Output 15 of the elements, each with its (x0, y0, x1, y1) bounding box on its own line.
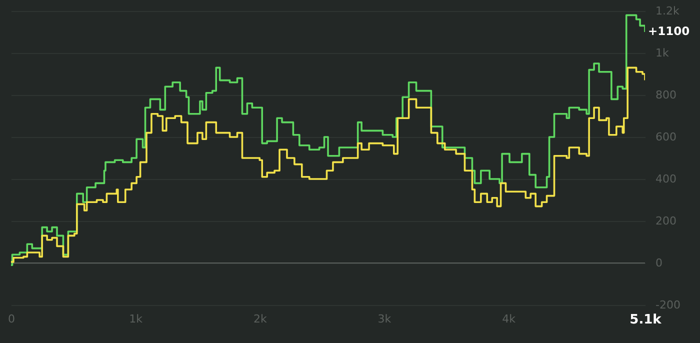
x-tick-label: 0 (8, 312, 15, 326)
y-tick-label: 600 (656, 130, 676, 144)
y-tick-label: 1.2k (656, 4, 680, 18)
x-tick-label: 5.1k (630, 312, 662, 328)
y-tick-label: 1k (656, 46, 670, 60)
y-tick-label: 400 (656, 172, 676, 186)
y-tick-label: 800 (656, 88, 676, 102)
y-tick-label: 0 (656, 256, 662, 270)
annotation: +1100 (648, 24, 690, 38)
y-tick-label: 200 (656, 214, 676, 228)
x-tick-label: 1k (129, 312, 144, 326)
y-tick-label: -200 (656, 298, 680, 312)
x-tick-label: 4k (502, 312, 516, 326)
x-tick-label: 2k (253, 312, 268, 326)
x-tick-label: 3k (378, 312, 392, 326)
